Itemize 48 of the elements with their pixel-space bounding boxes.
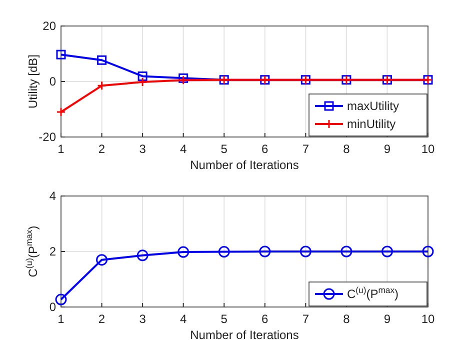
x-tick-label: 1 — [58, 312, 65, 326]
x-tick-label: 10 — [421, 142, 435, 156]
point — [178, 246, 190, 258]
x-tick-label: 5 — [220, 312, 228, 326]
y-tick-label: -20 — [38, 130, 56, 144]
point — [56, 107, 66, 117]
x-tick-label: 5 — [220, 142, 228, 156]
x-tick-label: 1 — [58, 142, 65, 156]
point — [300, 246, 312, 258]
x-tick-label: 3 — [139, 312, 146, 326]
x-tick-label: 6 — [262, 312, 269, 326]
point — [218, 246, 230, 258]
point — [136, 250, 148, 262]
y-tick-label: 0 — [49, 300, 56, 314]
y-tick-label: 4 — [49, 189, 56, 203]
legend-label: minUtility — [347, 117, 396, 131]
point — [96, 254, 108, 266]
legend-label: C$^{(u)}$(P$^{max}$) — [347, 285, 399, 301]
x-tick-label: 8 — [343, 142, 350, 156]
x-tick-label: 8 — [343, 312, 350, 326]
x-tick-label: 10 — [421, 312, 435, 326]
point — [97, 80, 107, 90]
y-tick-label: 20 — [42, 19, 56, 33]
y-tick-label: 2 — [49, 244, 56, 258]
y-axis-title: Utility [dB] — [26, 54, 40, 109]
point — [138, 77, 148, 87]
point — [97, 55, 107, 65]
x-tick-label: 2 — [98, 142, 106, 156]
point — [56, 50, 66, 60]
point — [138, 71, 148, 81]
x-tick-label: 7 — [302, 312, 310, 326]
x-axis-title: Number of Iterations — [190, 158, 299, 172]
x-tick-label: 3 — [139, 142, 146, 156]
point — [381, 246, 393, 258]
point — [259, 246, 271, 258]
x-tick-label: 4 — [180, 142, 187, 156]
x-tick-label: 9 — [384, 142, 391, 156]
x-tick-label: 7 — [302, 142, 310, 156]
y-tick-label: 0 — [49, 74, 56, 88]
point — [55, 294, 67, 306]
point — [340, 246, 352, 258]
x-tick-label: 2 — [98, 312, 106, 326]
point — [422, 246, 434, 258]
legend-label: maxUtility — [347, 99, 400, 113]
x-tick-label: 6 — [262, 142, 269, 156]
x-axis-title: Number of Iterations — [190, 328, 299, 340]
x-tick-label: 4 — [180, 312, 187, 326]
x-tick-label: 9 — [384, 312, 391, 326]
